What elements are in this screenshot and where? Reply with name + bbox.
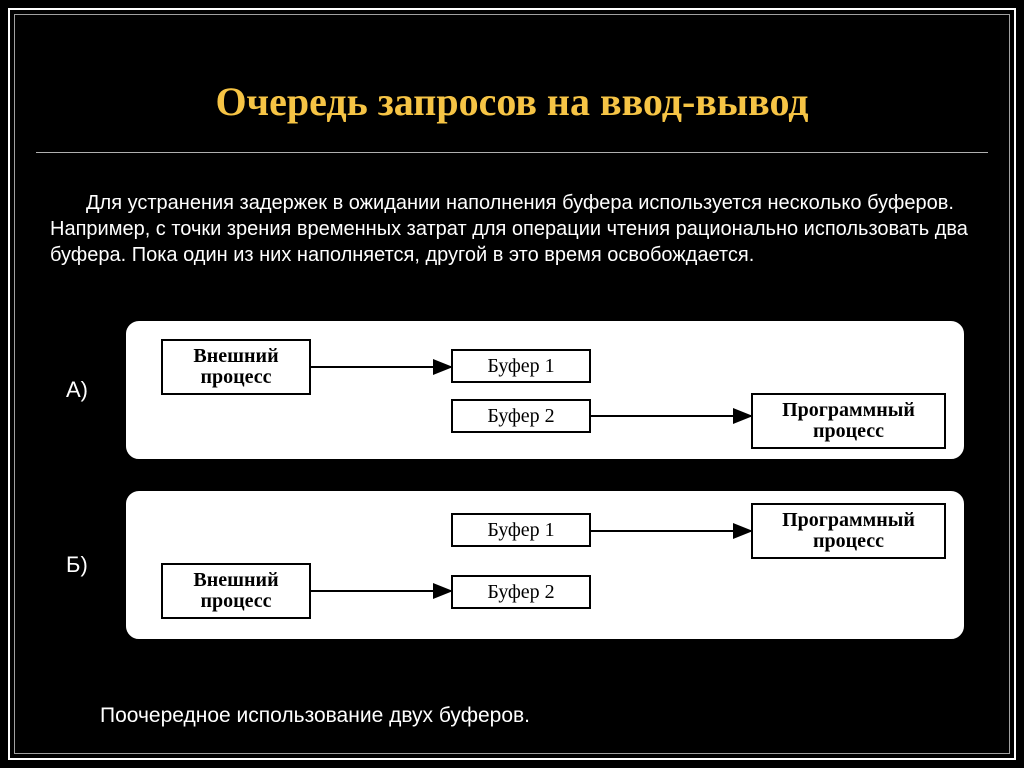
buffer-2-node: Буфер 2 <box>451 399 591 433</box>
body-paragraph: Для устранения задержек в ожидании напол… <box>50 190 974 268</box>
buffer-1-node: Буфер 1 <box>451 349 591 383</box>
title-rule <box>36 152 988 153</box>
external-process-node: Внешнийпроцесс <box>161 339 311 395</box>
buffer-1-node: Буфер 1 <box>451 513 591 547</box>
program-process-node: Программныйпроцесс <box>751 393 946 449</box>
diagram-b: Б) Внешнийпроцесс Буфер 1 Буфер 2 Програ… <box>125 490 965 640</box>
program-process-node: Программныйпроцесс <box>751 503 946 559</box>
diagram-b-label: Б) <box>66 552 88 578</box>
slide-title: Очередь запросов на ввод-вывод <box>0 78 1024 125</box>
external-process-node: Внешнийпроцесс <box>161 563 311 619</box>
diagram-a-label: А) <box>66 377 88 403</box>
paragraph-text: Для устранения задержек в ожидании напол… <box>50 192 968 266</box>
buffer-2-node: Буфер 2 <box>451 575 591 609</box>
caption: Поочередное использование двух буферов. <box>100 704 530 728</box>
diagram-a: А) Внешнийпроцесс Буфер 1 Буфер 2 Програ… <box>125 320 965 460</box>
